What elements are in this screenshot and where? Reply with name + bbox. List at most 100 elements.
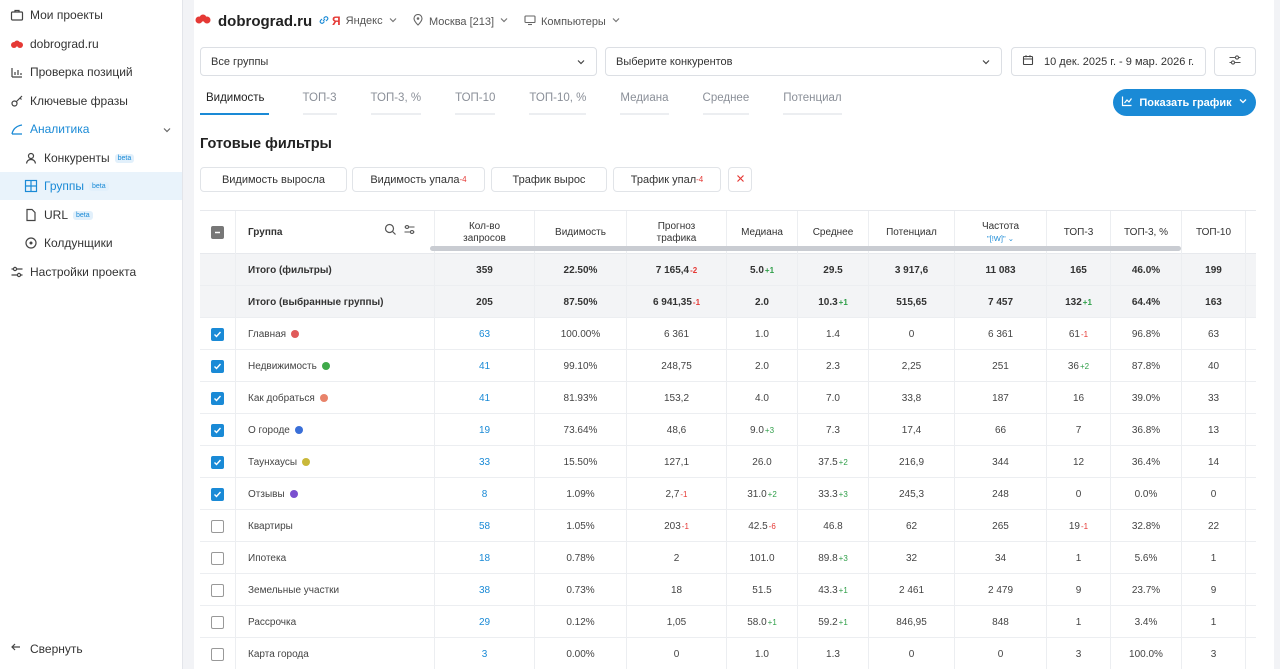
tab-top10-percent[interactable]: ТОП-10, % (529, 86, 587, 115)
tab-top10[interactable]: ТОП-10 (455, 86, 496, 115)
table-row[interactable]: Как добраться 41 81.93% 153,2 4.0 7.0 33,8 187 1… (200, 382, 1256, 414)
frequency-value: 187 (992, 392, 1009, 404)
queries-value[interactable]: 63 (478, 328, 491, 340)
chip-traffic-up[interactable]: Трафик вырос (491, 167, 607, 192)
device-select[interactable]: Компьютеры (524, 14, 621, 29)
queries-value[interactable]: 41 (478, 392, 491, 404)
table-row[interactable]: О городе 19 73.64% 48,6 9.0 +3 7.3 17,4 66 7 36.8%… (200, 414, 1256, 446)
queries-value[interactable]: 18 (478, 552, 491, 564)
row-checkbox[interactable] (211, 551, 224, 565)
queries-value[interactable]: 29 (478, 616, 491, 628)
row-checkbox[interactable] (211, 359, 224, 373)
table-row[interactable]: Карта города 3 0.00% 0 1.0 1.3 0 0 3 100.0% 3 (200, 638, 1256, 669)
header-potential[interactable]: Потенциал (869, 211, 955, 254)
row-checkbox[interactable] (211, 487, 224, 501)
header-group[interactable]: Группа (236, 211, 435, 254)
top3-cell: 132 +1 (1047, 286, 1111, 318)
header-visibility[interactable]: Видимость (535, 211, 627, 254)
row-checkbox[interactable] (211, 455, 224, 469)
row-checkbox[interactable] (211, 391, 224, 405)
potential-value: 846,95 (896, 616, 927, 628)
median-value: 9.0 (749, 424, 764, 436)
circle-icon (24, 236, 38, 250)
chip-visibility-up[interactable]: Видимость выросла (200, 167, 347, 192)
tab-visibility[interactable]: Видимость (200, 86, 269, 115)
tab-top3-percent[interactable]: ТОП-3, % (370, 86, 422, 115)
table-row[interactable]: Земельные участки 38 0.73% 18 51.5 43.3 +1 2 46… (200, 574, 1256, 606)
close-icon (736, 174, 745, 186)
table-row[interactable]: Рассрочка 29 0.12% 1,05 58.0 +1 59.2 +1 846,95 84… (200, 606, 1256, 638)
groups-select[interactable]: Все группы (200, 47, 597, 76)
queries-value[interactable]: 3 (481, 648, 488, 660)
horizontal-scrollbar[interactable] (430, 246, 1181, 251)
top10-cell: 1 (1182, 542, 1246, 574)
sidebar-item-positions[interactable]: Проверка позиций (0, 58, 182, 86)
queries-value[interactable]: 38 (478, 584, 491, 596)
row-checkbox[interactable] (211, 519, 224, 533)
select-all-checkbox[interactable] (211, 226, 224, 239)
header-top10[interactable]: ТОП-10 (1182, 211, 1246, 254)
competitors-select[interactable]: Выберите конкурентов (605, 47, 1002, 76)
sidebar-item-keywords[interactable]: Ключевые фразы (0, 87, 182, 115)
header-frequency[interactable]: Частота "[!W]" ⌄ (955, 211, 1047, 254)
header-forecast[interactable]: Прогноз трафика (627, 211, 727, 254)
median-value: 1.0 (755, 328, 769, 340)
table-row[interactable]: Квартиры 58 1.05% 203 -1 42.5 -6 46.8 62 265 19 -1 3… (200, 510, 1256, 542)
row-checkbox[interactable] (211, 615, 224, 629)
chip-traffic-down[interactable]: Трафик упал -4 (613, 167, 721, 192)
date-range-picker[interactable]: 10 дек. 2025 г. - 9 мар. 2026 г. (1011, 47, 1206, 76)
queries-value[interactable]: 41 (478, 360, 491, 372)
sidebar-item-analytics[interactable]: Аналитика (0, 115, 182, 143)
tab-potential[interactable]: Потенциал (783, 86, 842, 115)
collapse-button[interactable]: Свернуть (10, 641, 83, 656)
top10-value: 63 (1207, 328, 1220, 340)
queries-value[interactable]: 8 (481, 488, 488, 500)
visibility-cell: 81.93% (535, 382, 627, 414)
engine-select[interactable]: Я Яндекс (332, 14, 398, 28)
clear-filters-button[interactable] (728, 167, 752, 192)
link-icon[interactable] (318, 13, 330, 31)
sidebar-item-competitors[interactable]: Конкуренты beta (0, 144, 182, 172)
sidebar-item-url[interactable]: URL beta (0, 201, 182, 229)
queries-value[interactable]: 58 (478, 520, 491, 532)
table-row[interactable]: Отзывы 8 1.09% 2,7 -1 31.0 +2 33.3 +3 245,3 248 0 0.… (200, 478, 1256, 510)
show-graph-button[interactable]: Показать график (1113, 89, 1256, 116)
header-queries[interactable]: Кол-во запросов (435, 211, 535, 254)
sidebar-item-my-projects[interactable]: Мои проекты (0, 1, 182, 29)
visibility-cell: 73.64% (535, 414, 627, 446)
chip-visibility-down[interactable]: Видимость упала -4 (352, 167, 485, 192)
tab-median[interactable]: Медиана (620, 86, 669, 115)
checkbox-cell (200, 446, 236, 478)
table-row[interactable]: Ипотека 18 0.78% 2 101.0 89.8 +3 32 34 1 5.6% 1 (200, 542, 1256, 574)
header-median[interactable]: Медиана (727, 211, 798, 254)
region-select[interactable]: Москва [213] (412, 13, 509, 29)
sidebar-item-groups[interactable]: Группы beta (0, 172, 182, 200)
header-top3-percent[interactable]: ТОП-3, % (1111, 211, 1182, 254)
table-row[interactable]: Главная 63 100.00% 6 361 1.0 1.4 0 6 361 61 -1 96.… (200, 318, 1256, 350)
filter-settings-button[interactable] (1214, 47, 1256, 76)
sidebar-item-wizards[interactable]: Колдунщики (0, 229, 182, 257)
queries-value[interactable]: 19 (478, 424, 491, 436)
forecast-value: 127,1 (663, 456, 690, 468)
header-average[interactable]: Среднее (798, 211, 869, 254)
average-cell: 29.5 (798, 254, 869, 286)
header-top3[interactable]: ТОП-3 (1047, 211, 1111, 254)
search-icon[interactable] (384, 223, 397, 241)
sidebar-item-settings[interactable]: Настройки проекта (0, 258, 182, 286)
table-row[interactable]: Таунхаусы 33 15.50% 127,1 26.0 37.5 +2 216,9 344… (200, 446, 1256, 478)
frequency-cell: 6 361 (955, 318, 1047, 350)
row-checkbox[interactable] (211, 327, 224, 341)
forecast-value: 6 361 (663, 328, 690, 340)
column-settings-icon[interactable] (403, 223, 416, 241)
tab-top3[interactable]: ТОП-3 (302, 86, 337, 115)
row-checkbox[interactable] (211, 583, 224, 597)
table-row[interactable]: Недвижимость 41 99.10% 248,75 2.0 2.3 2,25 251 3… (200, 350, 1256, 382)
frequency-type-select[interactable]: "[!W]" ⌄ (987, 233, 1014, 245)
tab-average[interactable]: Среднее (702, 86, 750, 115)
row-checkbox[interactable] (211, 647, 224, 661)
sidebar-item-project[interactable]: dobrograd.ru (0, 30, 182, 58)
row-checkbox[interactable] (211, 423, 224, 437)
queries-value[interactable]: 33 (478, 456, 491, 468)
median-value: 51.5 (752, 584, 772, 596)
top3-cell: 19 -1 (1047, 510, 1111, 542)
